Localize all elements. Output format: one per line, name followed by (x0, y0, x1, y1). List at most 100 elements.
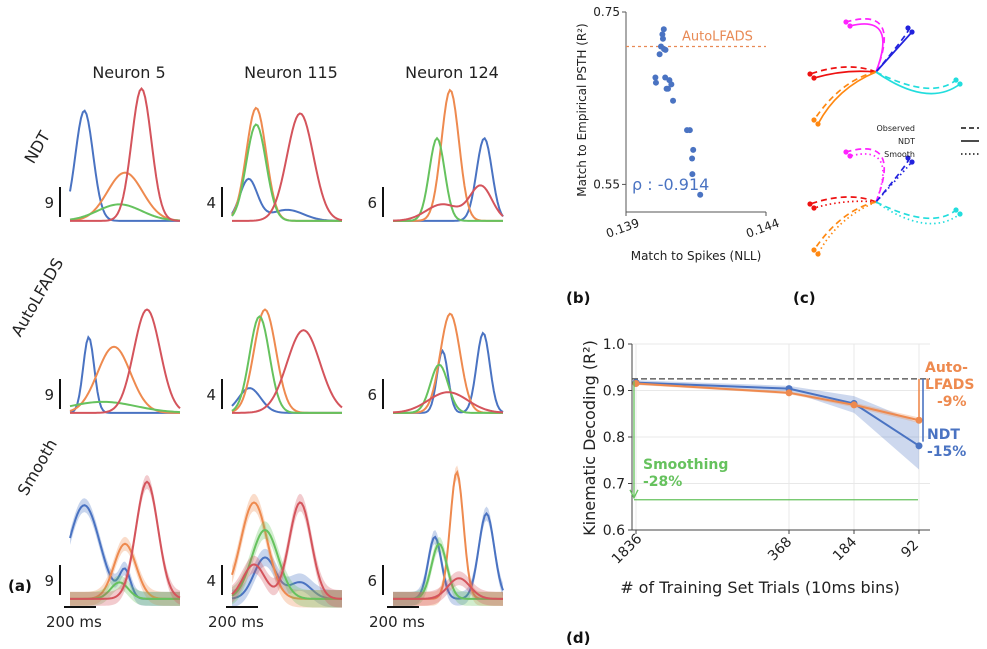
autolfads-annotation-pct: -9% (937, 394, 967, 410)
ndt-annotation-pct: -15% (927, 444, 966, 460)
trajectory-smooth (875, 161, 913, 203)
psth-trace-red (231, 329, 343, 414)
panel-label-b: (b) (566, 289, 590, 307)
trajectory-ndt-head (909, 29, 915, 35)
trajectory-smooth-head (909, 159, 915, 165)
scatter-point (662, 46, 669, 53)
row-title: Smooth (14, 436, 61, 499)
trajectory-smooth-head (815, 251, 821, 257)
x-tick-label: 368 (765, 534, 795, 564)
x-axis-label: Match to Spikes (NLL) (631, 249, 762, 263)
trajectory-observed (875, 201, 957, 220)
scale-label: 4 (206, 572, 216, 590)
autolfads-line-point (915, 416, 923, 424)
psth-trace-green (231, 528, 342, 600)
trajectory-observed-head (811, 247, 817, 253)
psth-trace-blue (393, 331, 504, 414)
legend-label: Observed (877, 124, 916, 133)
psth-trace-green (392, 363, 503, 414)
psth-trace-red (392, 391, 504, 414)
trajectory-smooth (813, 200, 877, 209)
time-scale-label: 200 ms (369, 613, 425, 631)
trajectory-observed-head (843, 149, 849, 155)
psth-trace-red (231, 501, 343, 600)
autolfads-annotation: Auto- (925, 360, 968, 376)
ndt-line-point (915, 442, 923, 450)
trajectory-ndt (849, 23, 884, 73)
rho-annotation: ρ : -0.914 (632, 175, 709, 194)
psth-cell: 4 (206, 308, 343, 414)
column-title: Neuron 124 (405, 63, 499, 82)
psth-trace-blue (393, 136, 504, 222)
x-tick-label: 92 (898, 537, 922, 561)
y-axis-label: Match to Empirical PSTH (R²) (575, 23, 589, 196)
psth-trace-blue (69, 109, 180, 222)
scatter-point (668, 81, 675, 88)
time-scale-label: 200 ms (46, 613, 102, 631)
panel-a-psth-grid: Neuron 5 Neuron 115 Neuron 124 NDT AutoLFADS… (7, 63, 504, 631)
psth-trace-blue (69, 335, 180, 414)
psth-cell: 9 (44, 308, 181, 414)
x-tick-label: 0.139 (604, 216, 641, 241)
scale-label: 4 (206, 386, 216, 404)
row-title: NDT (20, 128, 54, 167)
scale-label: 9 (44, 572, 54, 590)
trajectory-smooth-head (847, 153, 853, 159)
psth-trace-green (231, 123, 342, 222)
autolfads-line (635, 382, 920, 422)
y-tick-label: 0.75 (593, 5, 620, 19)
smoothing-annotation: Smoothing (643, 457, 728, 473)
psth-cell: 9 200 ms (44, 474, 181, 631)
scatter-point (670, 97, 677, 104)
column-title: Neuron 5 (92, 63, 165, 82)
trajectory-ndt-head (815, 121, 821, 127)
smoothing-arrow-head (629, 489, 639, 500)
psth-trace-red (70, 308, 181, 414)
trajectory-ndt-head (811, 75, 817, 81)
trajectory-ndt (813, 70, 877, 79)
trajectory-observed-head (953, 77, 959, 83)
trajectory-observed-head (905, 155, 911, 161)
scale-label: 9 (44, 194, 54, 212)
psth-trace-blue (231, 556, 343, 600)
trajectory-observed-head (953, 207, 959, 213)
psth-trace-blue (231, 177, 343, 222)
psth-trace-green (231, 315, 342, 414)
time-scale-label: 200 ms (208, 613, 264, 631)
trajectory-ndt (875, 71, 961, 95)
psth-cell: 6 (367, 312, 504, 414)
psth-trace-orange (69, 171, 181, 222)
autolfads-line-point (850, 401, 858, 409)
trajectory-observed-head (807, 71, 813, 77)
trajectory-observed-head (807, 201, 813, 207)
trajectory-smooth (849, 153, 884, 203)
y-tick-label: 0.8 (603, 430, 625, 446)
x-axis-label: # of Training Set Trials (10ms bins) (620, 578, 900, 597)
scale-label: 6 (367, 194, 377, 212)
legend-label: NDT (898, 137, 915, 146)
trajectory-observed (809, 66, 877, 75)
panel-c-trajectories: Observed NDT Smooth (807, 18, 979, 257)
ndt-line (635, 381, 920, 447)
psth-trace-orange (69, 345, 181, 414)
autolfads-line-point (785, 389, 793, 397)
psth-trace-green (69, 203, 181, 222)
psth-trace-red (70, 87, 181, 222)
panel-label-d: (d) (566, 629, 590, 647)
x-tick-label: 184 (830, 534, 860, 564)
psth-cell: 6 (367, 88, 504, 222)
scatter-point (689, 155, 696, 162)
scale-label: 6 (367, 572, 377, 590)
psth-trace-green (392, 136, 503, 222)
scale-label: 9 (44, 386, 54, 404)
psth-cell: 9 (44, 87, 181, 222)
scatter-point (656, 51, 663, 58)
trajectory-observed-head (905, 25, 911, 31)
trajectory-smooth (875, 201, 961, 225)
trajectory-observed (875, 71, 957, 90)
y-tick-label: 1.0 (603, 337, 625, 353)
trajectory-ndt (817, 71, 877, 125)
y-axis-label: Kinematic Decoding (R²) (580, 340, 599, 536)
trajectory-observed (875, 156, 911, 203)
